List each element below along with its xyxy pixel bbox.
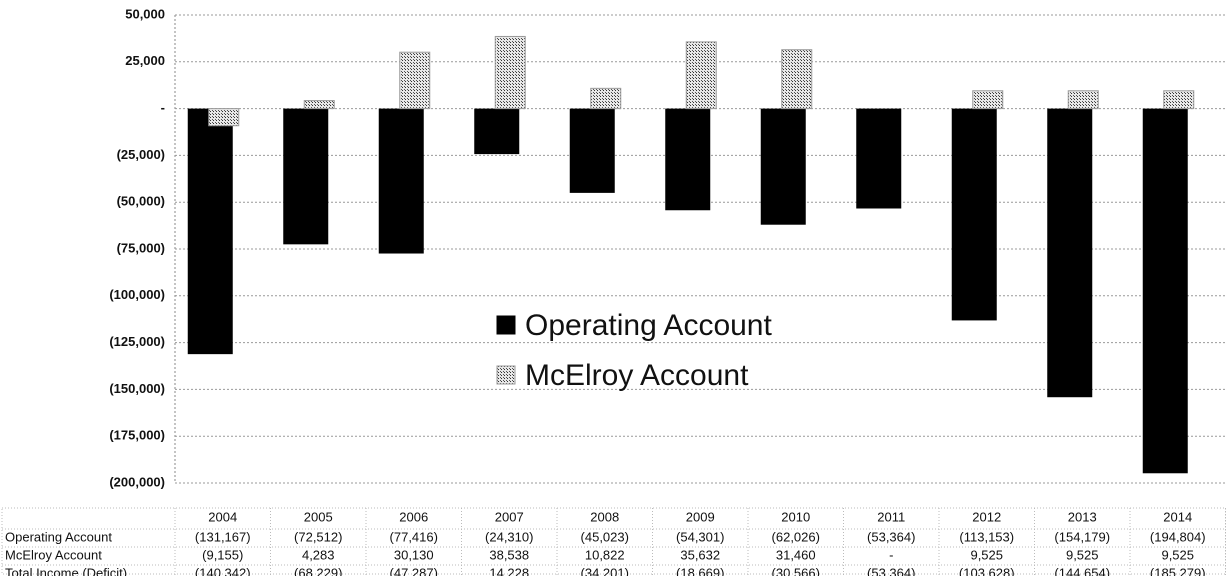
table-cell: (47,287) (390, 565, 438, 576)
y-tick-label: 50,000 (125, 6, 165, 21)
row-label: McElroy Account (5, 547, 102, 562)
bar (665, 108, 711, 211)
bar (590, 87, 622, 110)
table-cell: (72,512) (294, 529, 342, 544)
table-cell: (194,804) (1150, 529, 1206, 544)
x-tick-label: 2012 (972, 509, 1001, 524)
table-cell: 9,525 (970, 547, 1003, 562)
x-tick-label: 2008 (590, 509, 619, 524)
bar (1163, 90, 1195, 110)
bar (303, 100, 335, 110)
bar (781, 49, 813, 110)
bar (972, 90, 1004, 110)
table-cell: (77,416) (390, 529, 438, 544)
table-cell: 35,632 (680, 547, 720, 562)
table-cell: 4,283 (302, 547, 335, 562)
y-tick-label: (200,000) (109, 474, 165, 489)
table-cell: (62,026) (772, 529, 820, 544)
table-cell: 31,460 (776, 547, 816, 562)
x-tick-label: 2007 (495, 509, 524, 524)
legend-swatch (496, 315, 516, 335)
legend-swatch (496, 365, 516, 385)
table-cell: 14,228 (489, 565, 529, 576)
bar (856, 108, 902, 209)
bar (685, 41, 717, 110)
table-cell: (154,179) (1054, 529, 1110, 544)
table-cell: (113,153) (959, 529, 1014, 544)
legend-label: Operating Account (525, 309, 772, 342)
y-tick-label: (25,000) (117, 147, 165, 162)
row-label: Operating Account (5, 529, 112, 544)
table-cell: (45,023) (581, 529, 629, 544)
table-cell: (54,301) (676, 529, 724, 544)
bar (378, 108, 424, 254)
table-cell: (53,364) (867, 565, 915, 576)
bar (760, 108, 806, 225)
table-cell: 9,525 (1066, 547, 1099, 562)
table-cell: (24,310) (485, 529, 533, 544)
bar (208, 108, 240, 127)
bar (1047, 108, 1093, 398)
y-tick-label: - (161, 100, 165, 115)
table-cell: (9,155) (202, 547, 243, 562)
legend-label: McElroy Account (525, 359, 749, 392)
table-cell: (140,342) (195, 565, 251, 576)
x-tick-label: 2011 (877, 509, 905, 524)
x-tick-label: 2004 (208, 509, 237, 524)
table-cell: - (889, 547, 893, 562)
table-cell: (185,279) (1150, 565, 1206, 576)
x-tick-label: 2005 (304, 509, 333, 524)
x-tick-label: 2006 (399, 509, 428, 524)
table-cell: 9,525 (1161, 547, 1194, 562)
bar (399, 51, 431, 110)
row-label: Total Income (Deficit) (5, 565, 127, 576)
bar (569, 108, 615, 193)
bar (1142, 108, 1188, 474)
table-cell: (53,364) (867, 529, 915, 544)
bar (187, 108, 233, 355)
x-tick-label: 2010 (781, 509, 810, 524)
table-cell: (144,654) (1054, 565, 1110, 576)
table-cell: (18,669) (676, 565, 724, 576)
x-tick-label: 2009 (686, 509, 715, 524)
y-tick-label: (175,000) (109, 428, 165, 443)
x-tick-label: 2013 (1068, 509, 1097, 524)
bar (951, 108, 997, 321)
table-cell: (131,167) (195, 529, 251, 544)
table-cell: (68,229) (294, 565, 342, 576)
table-cell: 10,822 (585, 547, 625, 562)
bar (494, 35, 526, 110)
bar (283, 108, 329, 245)
x-tick-label: 2014 (1163, 509, 1192, 524)
y-tick-label: 25,000 (125, 53, 165, 68)
y-tick-label: (125,000) (109, 334, 165, 349)
y-tick-label: (150,000) (109, 381, 165, 396)
bar (474, 108, 520, 155)
y-tick-label: (75,000) (117, 240, 165, 255)
y-tick-label: (100,000) (109, 287, 165, 302)
table-cell: (34,201) (581, 565, 629, 576)
y-tick-label: (50,000) (117, 194, 165, 209)
bar (1067, 90, 1099, 110)
table-cell: 38,538 (489, 547, 529, 562)
table-cell: (103,628) (959, 565, 1015, 576)
table-cell: 30,130 (394, 547, 434, 562)
table-cell: (30,566) (772, 565, 820, 576)
